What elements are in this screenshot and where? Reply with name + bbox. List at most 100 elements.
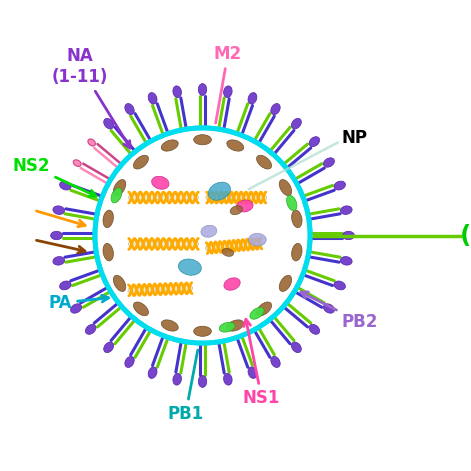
Ellipse shape <box>309 325 320 334</box>
Text: PA: PA <box>49 294 108 312</box>
Ellipse shape <box>158 241 169 247</box>
Ellipse shape <box>194 135 211 145</box>
Ellipse shape <box>224 86 232 97</box>
Ellipse shape <box>222 248 234 256</box>
Ellipse shape <box>292 244 302 261</box>
Ellipse shape <box>173 285 184 292</box>
Ellipse shape <box>256 194 267 201</box>
Ellipse shape <box>178 241 189 247</box>
Ellipse shape <box>224 278 240 290</box>
Ellipse shape <box>244 241 255 248</box>
Ellipse shape <box>334 181 345 190</box>
Ellipse shape <box>257 302 272 316</box>
Ellipse shape <box>104 118 114 129</box>
Ellipse shape <box>223 194 233 201</box>
Ellipse shape <box>188 241 199 247</box>
Text: PB2: PB2 <box>301 292 378 331</box>
Ellipse shape <box>205 244 216 251</box>
Ellipse shape <box>128 287 138 293</box>
Ellipse shape <box>71 304 81 313</box>
Ellipse shape <box>133 302 148 316</box>
Ellipse shape <box>221 243 232 250</box>
Ellipse shape <box>206 194 216 201</box>
Ellipse shape <box>292 342 301 353</box>
Ellipse shape <box>214 194 225 201</box>
Ellipse shape <box>227 140 244 151</box>
Ellipse shape <box>114 276 126 292</box>
Ellipse shape <box>161 140 178 151</box>
Ellipse shape <box>334 281 345 290</box>
Ellipse shape <box>146 286 156 293</box>
Circle shape <box>53 86 352 385</box>
Ellipse shape <box>279 276 292 292</box>
Ellipse shape <box>164 285 175 292</box>
Text: NP: NP <box>342 130 368 147</box>
Ellipse shape <box>148 367 157 378</box>
Ellipse shape <box>257 155 272 169</box>
Ellipse shape <box>53 206 65 214</box>
Ellipse shape <box>129 194 139 201</box>
Ellipse shape <box>188 194 199 201</box>
Ellipse shape <box>219 322 235 332</box>
Ellipse shape <box>152 176 169 189</box>
Ellipse shape <box>201 225 217 237</box>
Ellipse shape <box>148 241 159 247</box>
Ellipse shape <box>161 320 178 331</box>
Ellipse shape <box>50 231 63 240</box>
Ellipse shape <box>236 200 253 212</box>
Ellipse shape <box>342 231 354 240</box>
Ellipse shape <box>155 286 166 292</box>
Ellipse shape <box>224 374 232 385</box>
Ellipse shape <box>129 241 139 247</box>
Ellipse shape <box>168 194 179 201</box>
Ellipse shape <box>182 285 193 292</box>
Text: NS2: NS2 <box>13 157 96 196</box>
Ellipse shape <box>236 242 247 249</box>
Ellipse shape <box>137 286 147 293</box>
Ellipse shape <box>103 244 114 261</box>
Ellipse shape <box>73 160 81 166</box>
Ellipse shape <box>324 158 334 167</box>
Ellipse shape <box>60 281 71 290</box>
Ellipse shape <box>292 118 301 129</box>
Ellipse shape <box>248 367 257 378</box>
Ellipse shape <box>252 240 263 247</box>
Ellipse shape <box>309 137 320 146</box>
Ellipse shape <box>85 325 96 334</box>
Ellipse shape <box>249 234 266 246</box>
Ellipse shape <box>138 194 149 201</box>
Ellipse shape <box>250 307 264 319</box>
Ellipse shape <box>103 210 114 227</box>
Ellipse shape <box>341 206 352 214</box>
Ellipse shape <box>230 206 243 215</box>
Ellipse shape <box>286 195 297 211</box>
Ellipse shape <box>111 188 122 203</box>
Ellipse shape <box>227 320 244 331</box>
Ellipse shape <box>133 155 148 169</box>
Ellipse shape <box>173 374 181 385</box>
Ellipse shape <box>60 181 71 190</box>
Ellipse shape <box>198 375 207 387</box>
Ellipse shape <box>114 179 126 195</box>
Text: PB1: PB1 <box>168 350 204 422</box>
Ellipse shape <box>324 304 334 313</box>
Ellipse shape <box>178 194 189 201</box>
Ellipse shape <box>292 210 302 227</box>
Ellipse shape <box>125 104 134 114</box>
Ellipse shape <box>213 244 224 251</box>
Text: M2: M2 <box>214 45 242 123</box>
Ellipse shape <box>271 357 280 367</box>
Circle shape <box>97 130 308 341</box>
Ellipse shape <box>198 84 207 96</box>
Ellipse shape <box>248 93 257 104</box>
Ellipse shape <box>271 104 280 114</box>
Ellipse shape <box>179 259 202 275</box>
Text: (: ( <box>460 224 471 247</box>
Text: NS1: NS1 <box>243 319 280 407</box>
Ellipse shape <box>88 139 96 146</box>
Text: NA
(1-11): NA (1-11) <box>52 48 130 148</box>
Ellipse shape <box>158 194 169 201</box>
Ellipse shape <box>194 326 211 336</box>
Ellipse shape <box>279 179 292 195</box>
Ellipse shape <box>104 342 114 353</box>
